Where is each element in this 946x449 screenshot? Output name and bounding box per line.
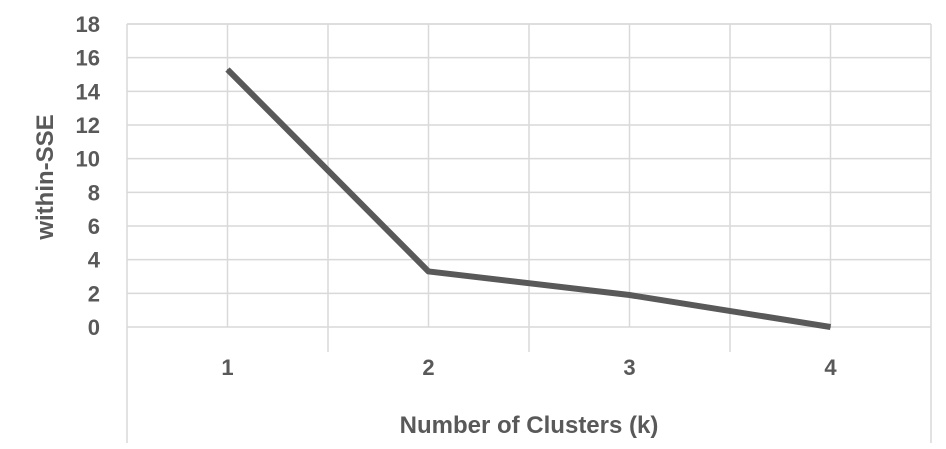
data-point <box>629 294 630 296</box>
x-tick-label: 3 <box>623 355 635 380</box>
y-tick-label: 14 <box>76 79 101 104</box>
data-point <box>428 270 429 272</box>
y-tick-label: 4 <box>88 248 101 273</box>
series-line <box>225 67 831 330</box>
y-axis-title: within-SSE <box>32 114 59 240</box>
x-tick-label: 2 <box>422 355 434 380</box>
gridlines <box>127 23 931 352</box>
x-tick-label: 1 <box>221 355 233 380</box>
axes <box>126 23 932 443</box>
y-tick-label: 16 <box>76 46 100 71</box>
x-axis-title: Number of Clusters (k) <box>400 412 659 439</box>
x-tick-label: 4 <box>824 355 837 380</box>
data-point <box>227 68 228 70</box>
series-layer <box>225 67 831 330</box>
y-tick-label: 0 <box>88 315 100 340</box>
y-tick-label: 18 <box>76 12 100 37</box>
y-tick-label: 6 <box>88 214 100 239</box>
y-tick-label: 12 <box>76 113 100 138</box>
data-point <box>830 326 831 328</box>
y-tick-labels: 0 2 4 6 8 10 12 14 16 18 <box>76 12 101 340</box>
x-tick-labels: 1 2 3 4 <box>221 355 837 380</box>
y-tick-label: 10 <box>76 147 100 172</box>
y-tick-label: 2 <box>88 281 100 306</box>
y-tick-label: 8 <box>88 180 100 205</box>
